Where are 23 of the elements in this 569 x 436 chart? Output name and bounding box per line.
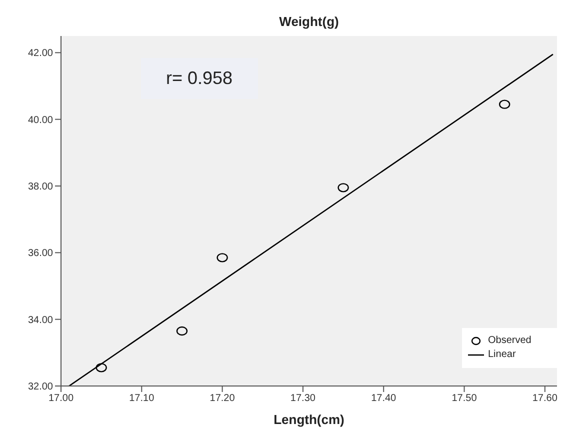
- y-tick-label: 34.00: [28, 314, 54, 326]
- x-tick-label: 17.20: [210, 393, 236, 404]
- point: [338, 183, 349, 192]
- y-axis-title: Weight(g): [278, 14, 340, 29]
- x-tick-label: 17.10: [129, 393, 155, 404]
- point: [96, 363, 107, 372]
- point: [176, 326, 188, 336]
- annotation: r= 0.958: [141, 58, 258, 99]
- y-tick-label: 42.00: [28, 48, 54, 60]
- y-tick-label: 32.00: [28, 382, 54, 393]
- point: [498, 100, 510, 109]
- x-axis-title: Length(cm): [274, 412, 344, 427]
- x-tick-label: 17.30: [290, 393, 316, 404]
- legend-label: Linear: [488, 348, 516, 362]
- x-tick-label: 17.60: [532, 393, 558, 404]
- y-tick-label: 36.00: [28, 248, 54, 260]
- legend-label: Observed: [488, 334, 532, 348]
- x-tick-label: 17.00: [48, 393, 74, 404]
- x-tick-label: 17.40: [371, 393, 397, 404]
- y-tick-label: 38.00: [28, 182, 54, 193]
- y-tick-label: 40.00: [28, 114, 54, 126]
- point: [216, 253, 228, 262]
- x-tick-label: 17.50: [452, 393, 478, 404]
